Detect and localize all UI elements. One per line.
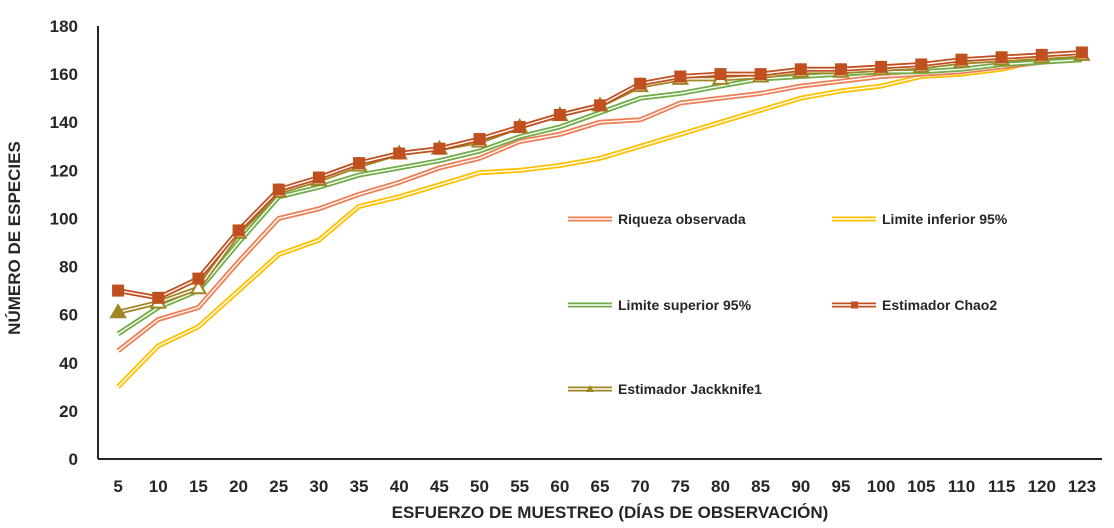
x-tick-label: 20	[229, 477, 248, 496]
legend-item: Riqueza observada	[568, 211, 746, 227]
legend-label: Riqueza observada	[618, 211, 746, 227]
x-tick-label: 60	[550, 477, 569, 496]
x-tick-label: 45	[430, 477, 449, 496]
series-estimador-jackknife1	[109, 45, 1091, 319]
legend-label: Estimador Chao2	[882, 297, 997, 313]
x-tick-label: 105	[907, 477, 935, 496]
data-point	[955, 53, 968, 66]
y-tick-label: 120	[50, 161, 78, 180]
x-tick-label: 10	[149, 477, 168, 496]
data-point	[594, 99, 606, 112]
x-tick-label: 100	[867, 477, 895, 496]
y-tick-label: 40	[59, 354, 78, 373]
legend: Riqueza observada Limite inferior 95% Limi…	[568, 211, 1008, 397]
x-tick-label: 120	[1028, 477, 1056, 496]
legend-item: Estimador Chao2	[832, 297, 997, 313]
y-tick-label: 180	[50, 17, 78, 36]
data-point	[714, 68, 727, 81]
series-line-highlight	[117, 51, 1082, 299]
legend-marker	[851, 301, 858, 309]
data-point	[553, 109, 566, 122]
y-tick-labels: 0 20 40 60 80 100 120 140 160 180	[50, 17, 78, 469]
y-tick-label: 100	[50, 209, 78, 228]
data-point	[189, 279, 208, 295]
data-point	[1035, 48, 1048, 61]
x-tick-label: 80	[711, 477, 730, 496]
x-tick-label: 65	[591, 477, 610, 496]
data-point	[393, 147, 406, 160]
x-tick-label: 70	[631, 477, 650, 496]
data-point	[754, 68, 767, 81]
x-tick-label: 123	[1068, 477, 1096, 496]
series-estimador-chao2	[112, 46, 1088, 304]
data-point	[634, 77, 647, 90]
data-point	[674, 70, 687, 83]
x-tick-labels: 5 10 15 20 25 30 35 40 45 50 55 60 65 70 75 80 85 90 95 100…	[113, 477, 1096, 496]
data-point	[1075, 46, 1088, 59]
legend-item: Limite superior 95%	[568, 297, 752, 313]
data-point	[109, 303, 127, 319]
legend-item: Limite inferior 95%	[832, 211, 1008, 227]
x-tick-label: 110	[948, 477, 975, 496]
data-point	[995, 51, 1008, 64]
x-tick-label: 15	[189, 477, 208, 496]
x-tick-label: 85	[751, 477, 770, 496]
series-line-highlight	[117, 54, 1082, 313]
y-axis-label: NÚMERO DE ESPECIES	[5, 141, 24, 335]
x-tick-label: 25	[269, 477, 288, 496]
data-point	[433, 142, 446, 155]
x-tick-label: 75	[671, 477, 690, 496]
y-tick-label: 160	[50, 65, 78, 84]
x-tick-label: 95	[831, 477, 850, 496]
data-point	[232, 224, 245, 237]
x-tick-label: 55	[510, 477, 529, 496]
y-tick-label: 80	[59, 258, 78, 277]
series-line	[117, 50, 1083, 301]
legend-item: Estimador Jackknife1	[568, 381, 762, 397]
legend-marker	[586, 385, 594, 392]
x-tick-label: 35	[350, 477, 369, 496]
x-tick-label: 30	[309, 477, 328, 496]
data-point	[353, 157, 366, 170]
data-point	[272, 183, 285, 196]
data-point	[875, 60, 888, 73]
series-layer	[109, 45, 1091, 389]
data-point	[112, 284, 125, 297]
legend-label: Estimador Jackknife1	[618, 381, 762, 397]
y-tick-label: 60	[59, 306, 78, 325]
legend-label: Limite superior 95%	[618, 297, 752, 313]
y-tick-label: 140	[50, 113, 78, 132]
data-point	[473, 133, 486, 146]
series-line	[117, 52, 1083, 315]
x-tick-label: 5	[113, 477, 122, 496]
x-tick-label: 50	[470, 477, 489, 496]
x-tick-label: 115	[988, 477, 1015, 496]
data-point	[152, 291, 165, 304]
legend-label: Limite inferior 95%	[882, 211, 1008, 227]
x-axis-label: ESFUERZO DE MUESTREO (DÍAS DE OBSERVACIÓ…	[392, 503, 829, 522]
y-tick-label: 20	[59, 402, 78, 421]
data-point	[794, 63, 807, 76]
data-point	[834, 63, 847, 76]
data-point	[192, 272, 205, 285]
data-point	[312, 171, 325, 184]
data-point	[915, 58, 928, 71]
x-tick-label: 40	[390, 477, 409, 496]
x-tick-label: 90	[791, 477, 810, 496]
y-tick-label: 0	[69, 450, 78, 469]
data-point	[513, 121, 526, 134]
